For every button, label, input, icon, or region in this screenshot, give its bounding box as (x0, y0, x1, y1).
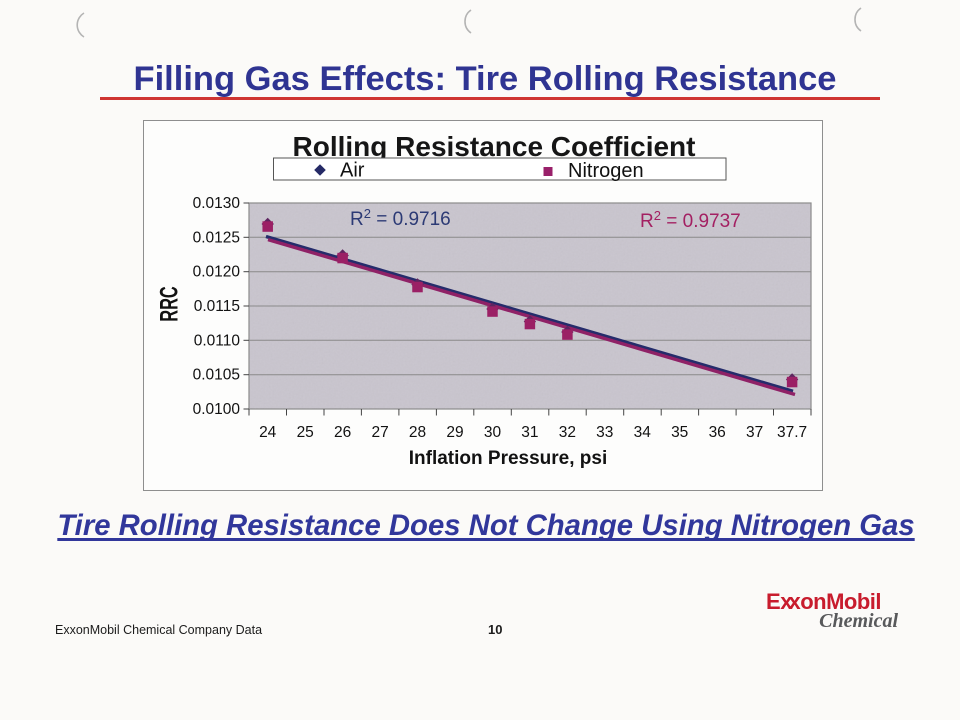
svg-text:0.0120: 0.0120 (193, 264, 241, 281)
svg-text:28: 28 (409, 424, 426, 441)
svg-text:31: 31 (521, 424, 538, 441)
svg-text:0.0110: 0.0110 (194, 332, 241, 349)
svg-text:29: 29 (446, 424, 463, 441)
svg-text:30: 30 (484, 424, 502, 441)
svg-text:Inflation Pressure, psi: Inflation Pressure, psi (409, 448, 608, 469)
svg-text:34: 34 (634, 424, 652, 441)
svg-text:0.0105: 0.0105 (193, 367, 240, 384)
svg-text:32: 32 (559, 424, 576, 441)
svg-text:25: 25 (297, 424, 314, 441)
svg-text:26: 26 (334, 424, 351, 441)
svg-text:0.0100: 0.0100 (193, 401, 241, 418)
svg-text:37: 37 (746, 424, 763, 441)
svg-text:0.0125: 0.0125 (193, 229, 240, 246)
svg-text:35: 35 (671, 424, 688, 441)
svg-text:0.0115: 0.0115 (194, 298, 240, 315)
svg-text:36: 36 (709, 424, 726, 441)
svg-text:24: 24 (259, 424, 277, 441)
svg-text:RRC: RRC (156, 286, 183, 322)
svg-text:0.0130: 0.0130 (193, 195, 241, 212)
svg-text:27: 27 (371, 424, 388, 441)
svg-text:Rolling Resistance Coefficient: Rolling Resistance Coefficient (293, 131, 696, 162)
svg-text:37.7: 37.7 (777, 424, 807, 441)
svg-text:33: 33 (596, 424, 613, 441)
svg-text:Air: Air (340, 160, 365, 182)
svg-text:Nitrogen: Nitrogen (568, 160, 644, 182)
